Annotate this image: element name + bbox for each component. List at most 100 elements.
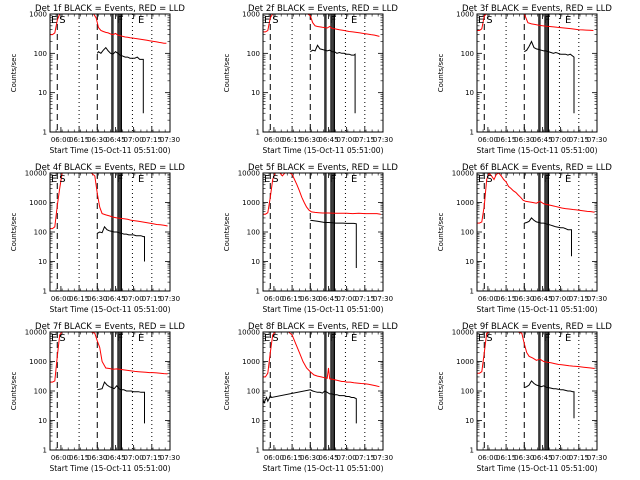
x-tick-label: 06:15 bbox=[282, 136, 302, 144]
x-tick-label: 07:30 bbox=[373, 454, 393, 462]
marker-label-e: E bbox=[478, 174, 484, 185]
x-tick-label: 06:15 bbox=[69, 136, 89, 144]
x-tick-label: 07:00 bbox=[551, 295, 571, 303]
chart-title: Det 5f BLACK = Events, RED = LLD bbox=[248, 163, 398, 173]
marker-label-e: E bbox=[138, 15, 144, 26]
y-tick-label: 10000 bbox=[25, 170, 47, 178]
plot-frame bbox=[49, 331, 171, 451]
y-tick-label: 100 bbox=[461, 50, 474, 58]
y-axis-label: Counts/sec bbox=[223, 213, 231, 252]
marker-label-e: E bbox=[478, 15, 484, 26]
y-tick-label: 10 bbox=[465, 89, 474, 97]
x-axis-label: Start Time (15-Oct-11 05:51:00) bbox=[262, 146, 383, 155]
x-axis-label: Start Time (15-Oct-11 05:51:00) bbox=[476, 464, 597, 473]
y-tick-label: 1000 bbox=[456, 358, 474, 366]
y-tick-label: 1000 bbox=[242, 11, 260, 19]
x-tick-label: 06:30 bbox=[87, 295, 107, 303]
marker-label-e: E bbox=[565, 174, 571, 185]
x-tick-label: 07:15 bbox=[142, 295, 162, 303]
marker-label-s: S bbox=[486, 333, 492, 344]
y-tick-label: 1000 bbox=[242, 358, 260, 366]
x-tick-label: 06:45 bbox=[318, 295, 338, 303]
chart-panel-6: Det 6f BLACK = Events, RED = LLD Counts/s… bbox=[437, 163, 612, 314]
marker-label-e: E bbox=[264, 174, 270, 185]
y-tick-label: 1 bbox=[256, 288, 260, 296]
x-tick-label: 06:15 bbox=[496, 295, 516, 303]
x-tick-label: 06:30 bbox=[87, 136, 107, 144]
events-series-line bbox=[310, 44, 356, 114]
events-series-line bbox=[97, 381, 145, 424]
x-tick-label: 06:30 bbox=[514, 295, 534, 303]
chart-title: Det 4f BLACK = Events, RED = LLD bbox=[35, 163, 185, 173]
x-tick-label: 06:30 bbox=[87, 454, 107, 462]
lld-series-line bbox=[477, 14, 594, 31]
marker-label-f: F bbox=[330, 15, 336, 26]
y-tick-label: 100 bbox=[34, 50, 47, 58]
x-tick-label: 07:30 bbox=[373, 136, 393, 144]
x-axis-label: Start Time (15-Oct-11 05:51:00) bbox=[49, 464, 170, 473]
marker-label-e: E bbox=[138, 174, 144, 185]
chart-panel-5: Det 5f BLACK = Events, RED = LLD Counts/s… bbox=[223, 163, 398, 314]
series-group bbox=[50, 14, 167, 114]
y-tick-label: 1 bbox=[43, 447, 47, 455]
x-tick-label: 06:30 bbox=[514, 454, 534, 462]
x-tick-label: 07:30 bbox=[587, 136, 607, 144]
y-tick-label: 1000 bbox=[29, 11, 47, 19]
x-axis-label: Start Time (15-Oct-11 05:51:00) bbox=[262, 464, 383, 473]
y-tick-label: 10 bbox=[251, 417, 260, 425]
marker-label-e: E bbox=[351, 174, 357, 185]
y-tick-label: 10000 bbox=[238, 329, 260, 337]
x-tick-label: 07:00 bbox=[124, 136, 144, 144]
x-tick-label: 07:00 bbox=[124, 454, 144, 462]
chart-panel-9: Det 9f BLACK = Events, RED = LLD Counts/s… bbox=[437, 322, 612, 473]
marker-label-f: F bbox=[330, 333, 336, 344]
x-tick-label: 07:15 bbox=[142, 136, 162, 144]
x-tick-label: 06:00 bbox=[264, 454, 284, 462]
x-tick-label: 06:00 bbox=[51, 454, 71, 462]
marker-label-s: S bbox=[486, 174, 492, 185]
x-tick-label: 06:45 bbox=[105, 295, 125, 303]
chart-title: Det 1f BLACK = Events, RED = LLD bbox=[35, 4, 185, 14]
x-tick-label: 07:00 bbox=[551, 136, 571, 144]
x-tick-label: 06:00 bbox=[478, 136, 498, 144]
marker-label-e: E bbox=[264, 15, 270, 26]
events-series-line bbox=[97, 225, 145, 262]
y-tick-label: 100 bbox=[247, 229, 260, 237]
marker-label-s: S bbox=[59, 15, 65, 26]
chart-panel-4: Det 4f BLACK = Events, RED = LLD Counts/s… bbox=[10, 163, 185, 314]
marker-label-e: E bbox=[478, 333, 484, 344]
marker-label-e: E bbox=[351, 333, 357, 344]
marker-label-e: E bbox=[138, 333, 144, 344]
y-axis-label: Counts/sec bbox=[437, 54, 445, 93]
x-tick-label: 07:30 bbox=[160, 136, 180, 144]
y-tick-label: 1 bbox=[43, 129, 47, 137]
y-tick-label: 100 bbox=[461, 388, 474, 396]
y-tick-label: 1 bbox=[470, 447, 474, 455]
y-tick-label: 10 bbox=[38, 258, 47, 266]
lld-series-line bbox=[477, 332, 595, 374]
series-group bbox=[50, 332, 168, 424]
x-tick-label: 07:15 bbox=[569, 295, 589, 303]
x-tick-label: 06:15 bbox=[69, 295, 89, 303]
x-tick-label: 06:30 bbox=[300, 136, 320, 144]
marker-label-e: E bbox=[565, 15, 571, 26]
x-tick-label: 06:00 bbox=[478, 454, 498, 462]
x-tick-label: 06:00 bbox=[264, 295, 284, 303]
x-tick-label: 07:30 bbox=[373, 295, 393, 303]
chart-panel-2: Det 2f BLACK = Events, RED = LLD Counts/s… bbox=[223, 4, 398, 155]
marker-label-s: S bbox=[272, 333, 278, 344]
x-tick-label: 07:15 bbox=[569, 454, 589, 462]
x-tick-label: 06:45 bbox=[318, 454, 338, 462]
chart-panel-1: Det 1f BLACK = Events, RED = LLD Counts/s… bbox=[10, 4, 185, 155]
plot-frame bbox=[476, 172, 598, 292]
chart-title: Det 7f BLACK = Events, RED = LLD bbox=[35, 322, 185, 332]
y-tick-label: 10000 bbox=[452, 329, 474, 337]
plot-frame bbox=[49, 13, 171, 133]
x-tick-label: 06:15 bbox=[496, 136, 516, 144]
lld-series-line bbox=[50, 173, 168, 230]
y-tick-label: 10000 bbox=[25, 329, 47, 337]
x-tick-label: 06:00 bbox=[478, 295, 498, 303]
plot-frame bbox=[262, 331, 384, 451]
x-axis-label: Start Time (15-Oct-11 05:51:00) bbox=[49, 305, 170, 314]
